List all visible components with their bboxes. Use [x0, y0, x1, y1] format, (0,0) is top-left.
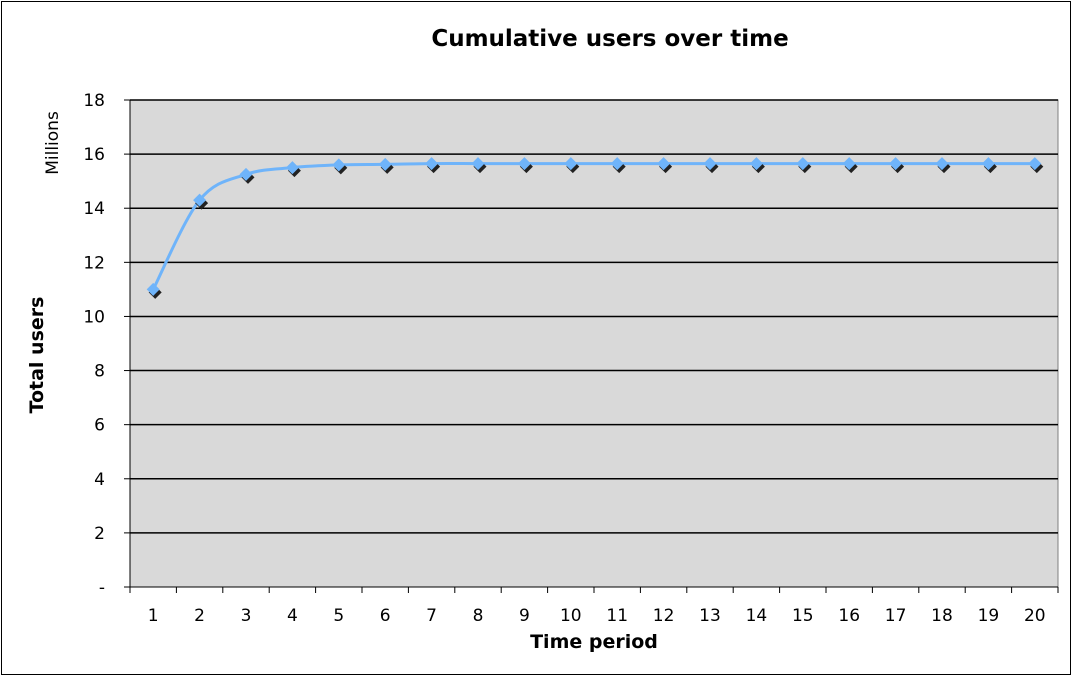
x-tick-label: 17	[885, 606, 907, 626]
x-tick-label: 4	[287, 606, 298, 626]
x-tick-label: 10	[560, 606, 582, 626]
x-tick-label: 1	[148, 606, 159, 626]
x-tick-label: 12	[653, 606, 675, 626]
y-tick-label: 4	[94, 470, 105, 490]
x-tick-label: 2	[194, 606, 205, 626]
y-tick-label: 18	[83, 91, 105, 111]
x-tick-label: 9	[519, 606, 530, 626]
x-tick-label: 6	[380, 606, 391, 626]
x-tick-label: 20	[1024, 606, 1046, 626]
x-tick-label: 19	[978, 606, 1000, 626]
x-tick-label: 11	[606, 606, 628, 626]
y-tick-label: -	[99, 578, 105, 598]
y-tick-label: 14	[83, 199, 105, 219]
x-tick-label: 14	[746, 606, 768, 626]
x-tick-label: 15	[792, 606, 814, 626]
y-tick-label: 10	[83, 307, 105, 327]
x-tick-label: 5	[333, 606, 344, 626]
y-tick-label: 2	[94, 524, 105, 544]
y-tick-label: 16	[83, 145, 105, 165]
x-tick-label: 18	[931, 606, 953, 626]
plot-area	[130, 100, 1058, 587]
y-tick-label: 6	[94, 416, 105, 436]
y-tick-label: 12	[83, 253, 105, 273]
x-tick-label: 8	[473, 606, 484, 626]
y-tick-label: 8	[94, 362, 105, 382]
x-tick-label: 7	[426, 606, 437, 626]
x-tick-label: 3	[241, 606, 252, 626]
x-tick-label: 13	[699, 606, 721, 626]
x-tick-label: 16	[838, 606, 860, 626]
